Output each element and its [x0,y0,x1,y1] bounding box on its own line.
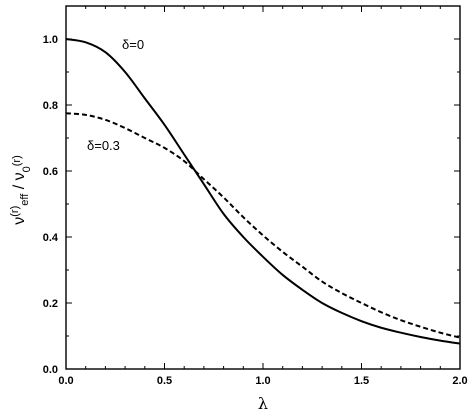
y-tick-label: 0.6 [43,166,58,178]
series-line-delta-0 [65,38,461,345]
y-tick-label: 0.4 [43,232,59,244]
series-label-delta-0-3: δ=0.3 [87,138,120,153]
axis-ticks: 0.0 0.5 1.0 1.5 2.0 0.0 0.2 0.4 0.6 0.8 1.0 [43,5,468,387]
y-tick-label: 0.2 [43,298,58,310]
series-label-delta-0: δ=0 [122,37,144,52]
x-axis-label: λ [258,394,268,413]
plot-axes [65,5,461,370]
series-line-delta-0-3 [65,112,461,339]
chart-labels: δ=0 δ=0.3 [87,37,144,153]
y-tick-label: 0.0 [43,364,58,376]
x-tick-label: 2.0 [452,375,467,387]
x-tick-label: 1.5 [354,375,369,387]
y-tick-label: 0.8 [43,100,58,112]
x-tick-label: 0.0 [58,375,73,387]
x-tick-label: 0.5 [157,375,172,387]
x-tick-label: 1.0 [255,375,270,387]
y-tick-label: 1.0 [43,34,58,46]
plot-frame [65,5,461,370]
chart-series [65,38,461,345]
y-axis-label: ν(r)eff / ν0(r) [9,155,33,225]
